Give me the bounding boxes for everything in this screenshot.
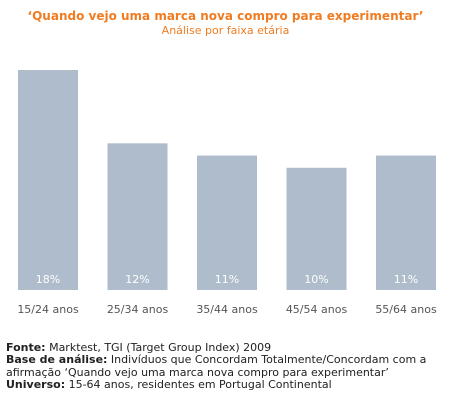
bar-value-label-1: 18% xyxy=(36,273,60,286)
source-text: Marktest, TGI (Target Group Index) 2009 xyxy=(45,341,272,354)
bar-chart: 18% 15/24 anos 12% 25/34 anos 11% 35/44 anos 1… xyxy=(17,70,437,316)
chart-title: ‘Quando vejo uma marca nova compro para … xyxy=(27,9,424,23)
analysis-base-line: Base de análise: Indivíduos que Concorda… xyxy=(6,354,446,379)
bar-5 xyxy=(376,155,436,290)
bar-value-label-2: 12% xyxy=(125,273,149,286)
bar-1 xyxy=(18,70,78,290)
bar-value-label-3: 11% xyxy=(215,273,239,286)
bar-4 xyxy=(286,167,347,290)
universe-line: Universo: 15-64 anos, residentes em Port… xyxy=(6,379,446,391)
source-line: Fonte: Marktest, TGI (Target Group Index… xyxy=(6,341,446,354)
category-label-1: 15/24 anos xyxy=(17,303,79,316)
category-label-3: 35/44 anos xyxy=(196,303,258,316)
bar-value-label-4: 10% xyxy=(304,273,328,286)
universe-text: 15-64 anos, residentes em Portugal Conti… xyxy=(65,378,332,392)
category-label-2: 25/34 anos xyxy=(107,303,169,316)
source-notes: Fonte: Marktest, TGI (Target Group Index… xyxy=(6,341,446,392)
analysis-base-text: Indivíduos que Concordam Totalmente/Conc… xyxy=(6,353,427,379)
bar-2 xyxy=(107,143,168,290)
bar-value-label-5: 11% xyxy=(394,273,418,286)
category-label-5: 55/64 anos xyxy=(375,303,437,316)
chart-subtitle: Análise por faixa etária xyxy=(161,24,290,37)
universe-label: Universo: xyxy=(6,378,66,392)
bar-3 xyxy=(197,155,257,290)
category-label-4: 45/54 anos xyxy=(286,303,348,316)
source-label: Fonte: xyxy=(6,341,46,354)
analysis-base-label: Base de análise: xyxy=(6,353,108,367)
